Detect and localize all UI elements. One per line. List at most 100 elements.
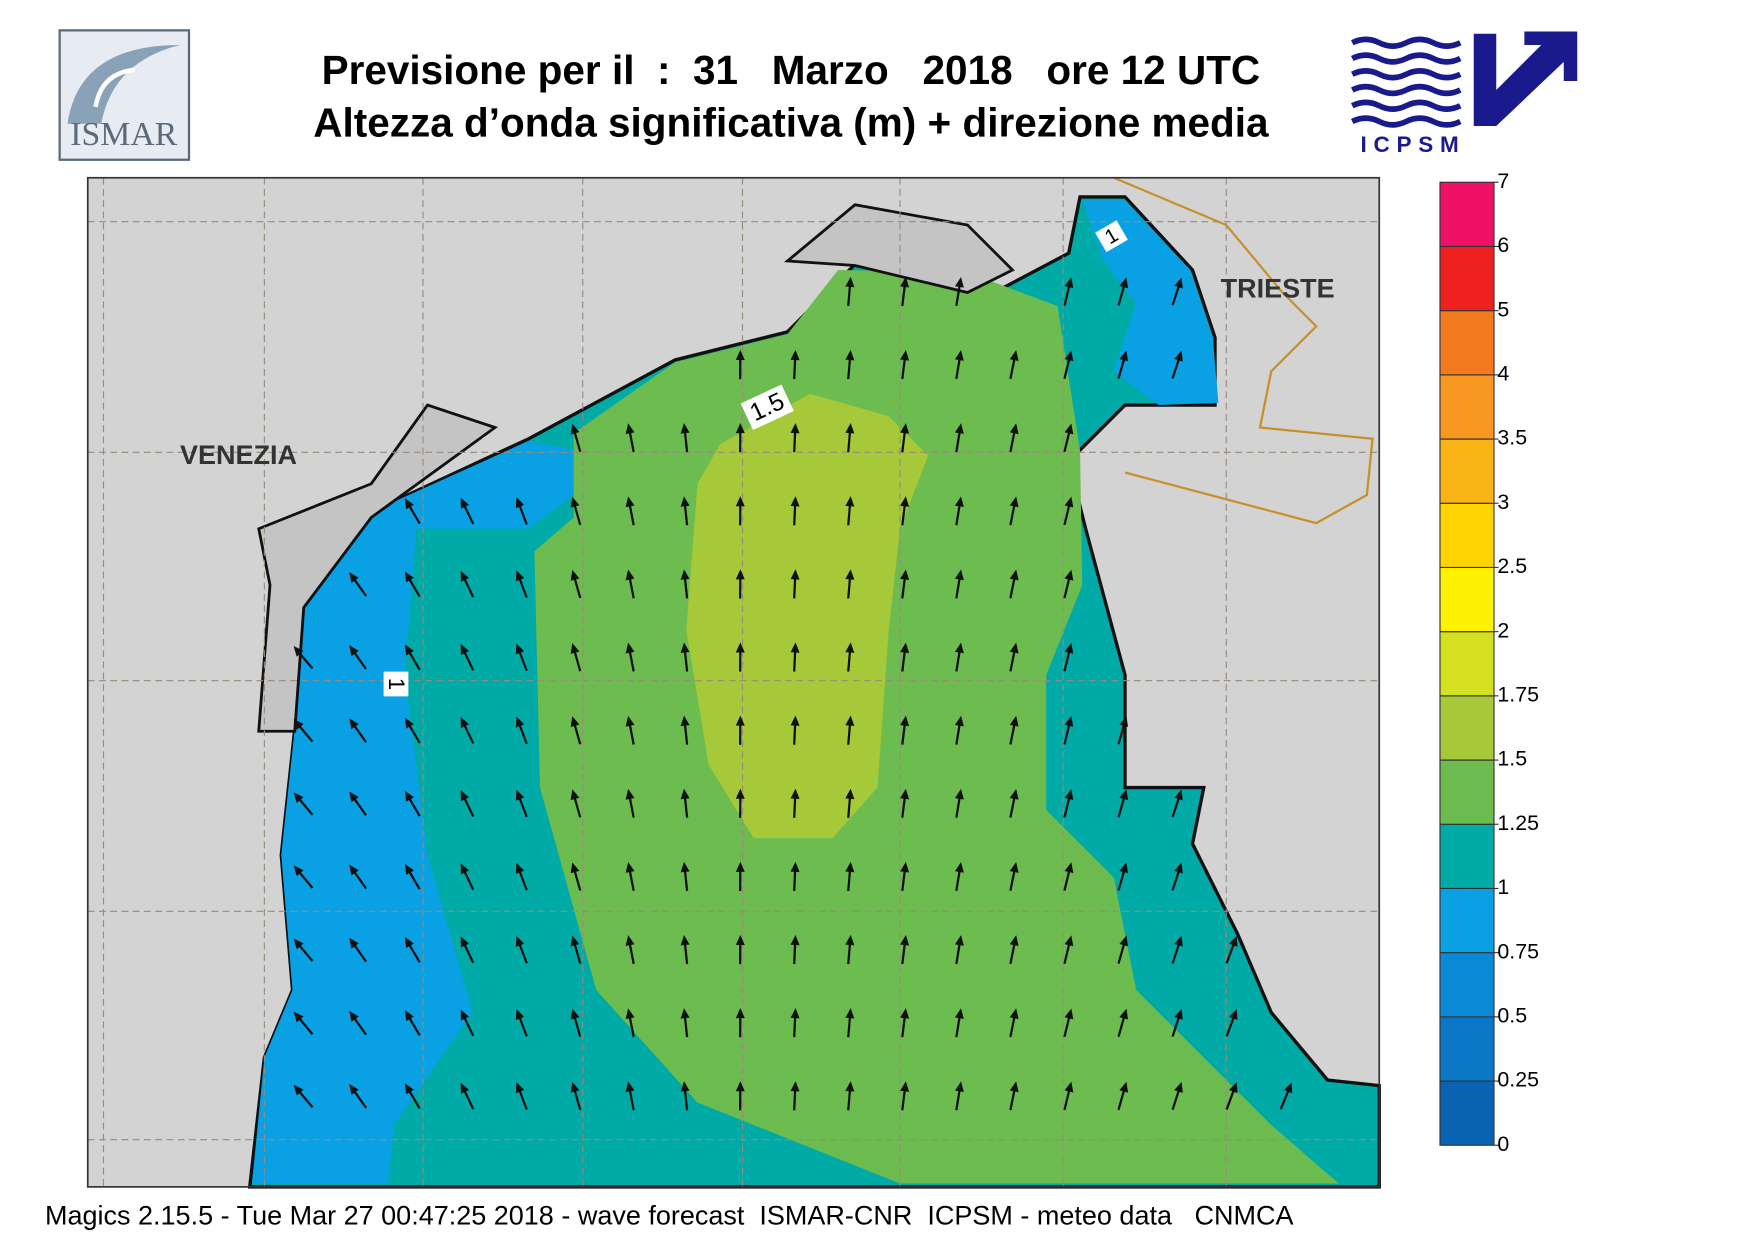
arrow-head [954, 496, 964, 508]
arrow [1117, 1008, 1129, 1038]
arrow-head [515, 1082, 525, 1094]
icpsm-logo: ICPSM [1350, 31, 1578, 157]
arrow [954, 1081, 964, 1111]
arrow [349, 1083, 368, 1109]
arrow [349, 791, 368, 817]
arrow [515, 643, 528, 672]
arrow-head [790, 569, 800, 580]
arrow [1063, 1008, 1074, 1038]
arrow-head [735, 423, 745, 434]
arrow-head [1009, 569, 1019, 581]
arrow [404, 571, 421, 598]
arrow-head [404, 717, 414, 729]
arrow-head [954, 423, 964, 434]
arrow-head [1064, 642, 1074, 654]
footer: Magics 2.15.5 - Tue Mar 27 00:47:25 2018… [45, 1200, 1294, 1230]
contour-label-text: 1 [384, 678, 409, 691]
arrow-head [570, 716, 580, 728]
arrow-head [293, 792, 304, 803]
arrow [845, 423, 855, 453]
arrow [293, 938, 314, 962]
colorbar-label: 7 [1497, 169, 1509, 193]
arrow [900, 423, 910, 453]
arrow [515, 1009, 528, 1037]
arrow [790, 715, 800, 745]
arrow-head [515, 570, 525, 582]
border [1113, 176, 1374, 525]
arrow-head [625, 1081, 635, 1093]
arrow-head [293, 719, 304, 730]
arrow [1225, 1008, 1238, 1037]
arrow-head [900, 642, 910, 654]
arrow [1171, 350, 1183, 379]
arrow [349, 718, 368, 743]
colorbar-label: 1 [1497, 875, 1509, 899]
arrow-head [1119, 277, 1129, 289]
arrow-head [1229, 935, 1238, 947]
arrow [570, 496, 582, 526]
place-label: TRIESTE [1221, 273, 1335, 303]
arrow-head [404, 498, 414, 510]
arrow [1009, 788, 1019, 818]
arrow-head [570, 789, 580, 801]
arrow [954, 423, 964, 453]
colorbar-bin [1439, 502, 1495, 569]
arrow-head [1009, 496, 1019, 508]
arrow [900, 788, 910, 818]
arrow [625, 642, 635, 672]
arrow [680, 934, 690, 965]
colorbar-bin [1439, 631, 1495, 697]
arrow [900, 496, 910, 526]
arrow [515, 789, 528, 818]
subtitle: Altezza d’onda significativa (m) + direz… [313, 100, 1269, 146]
arrow-head [625, 1008, 635, 1020]
arrow [954, 861, 964, 892]
arrow [735, 569, 745, 599]
arrow [515, 570, 528, 599]
arrow [680, 496, 690, 526]
colorbar-bin [1439, 374, 1495, 440]
arrow-head [790, 861, 800, 873]
arrow-head [790, 1008, 800, 1019]
arrow [1279, 1082, 1293, 1110]
arrow [845, 642, 855, 672]
arrow-head [404, 863, 414, 875]
arrow-head [900, 861, 910, 873]
arrow [900, 934, 910, 965]
ismar-logo: ISMAR [58, 29, 191, 161]
arrow [845, 861, 855, 892]
arrow [404, 644, 421, 671]
arrow [570, 862, 582, 891]
arrow-head [349, 1010, 359, 1022]
arrow [625, 788, 635, 818]
arrow [790, 861, 800, 892]
arrow-head [735, 1081, 745, 1092]
arrow-head [460, 570, 470, 582]
arrow [460, 497, 475, 525]
arrow-head [349, 718, 359, 730]
arrow-head [900, 496, 910, 507]
arrow [845, 276, 855, 307]
arrow-head [900, 1081, 910, 1092]
arrow [1009, 350, 1019, 380]
arrow [845, 569, 855, 599]
arrow-head [1119, 862, 1129, 874]
arrow-head [845, 276, 855, 288]
arrow [790, 496, 800, 526]
arrow [1009, 569, 1019, 599]
arrow-head [570, 642, 580, 654]
arrow [349, 645, 368, 670]
arrow [900, 715, 910, 745]
map-frame [86, 176, 1381, 1188]
arrow [1063, 789, 1074, 818]
arrow [515, 862, 528, 891]
arrow [460, 1082, 475, 1110]
arrow [1009, 862, 1019, 891]
arrow [900, 1081, 910, 1111]
arrow-head [1174, 277, 1183, 289]
arrow-head [680, 496, 690, 507]
arrow [735, 861, 745, 892]
arrow-head [515, 716, 525, 728]
arrow-head [790, 349, 800, 361]
arrow [404, 863, 421, 890]
